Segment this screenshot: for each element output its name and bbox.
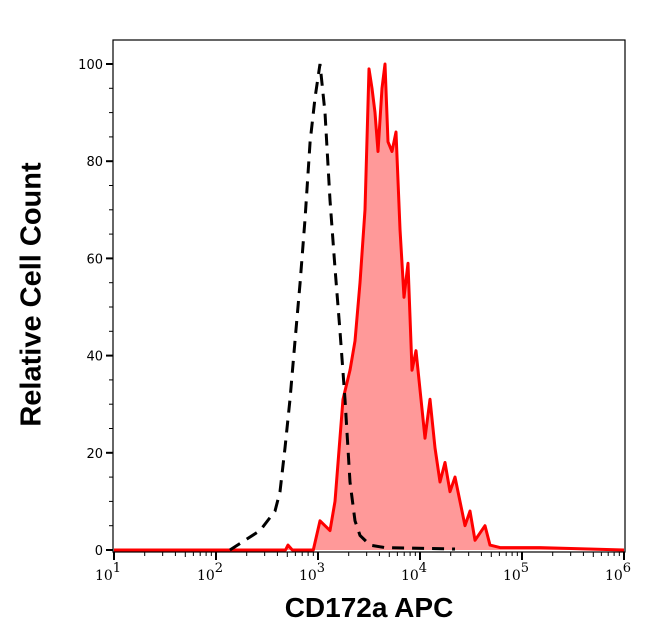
x-tick-label: 103 [299,561,325,584]
plot-frame [112,39,626,553]
y-tick-label: 80 [86,155,103,170]
y-tick-label: 20 [86,447,103,462]
x-tick-label: 101 [95,561,121,584]
y-tick-label: 40 [86,350,103,365]
red-series-line [114,62,625,552]
red-series-fill [114,64,624,550]
y-tick-label: 60 [86,252,103,267]
black-dashed-series-line [229,63,456,552]
x-tick-label: 105 [503,561,529,584]
y-axis-label: Relative Cell Count [15,162,48,427]
x-tick-label: 106 [605,561,631,584]
x-tick-label: 102 [197,561,223,584]
x-tick-label: 104 [401,561,427,584]
y-tick-label: 100 [78,58,103,73]
x-axis-label: CD172a APC [284,592,454,623]
y-tick-label: 0 [95,544,103,559]
